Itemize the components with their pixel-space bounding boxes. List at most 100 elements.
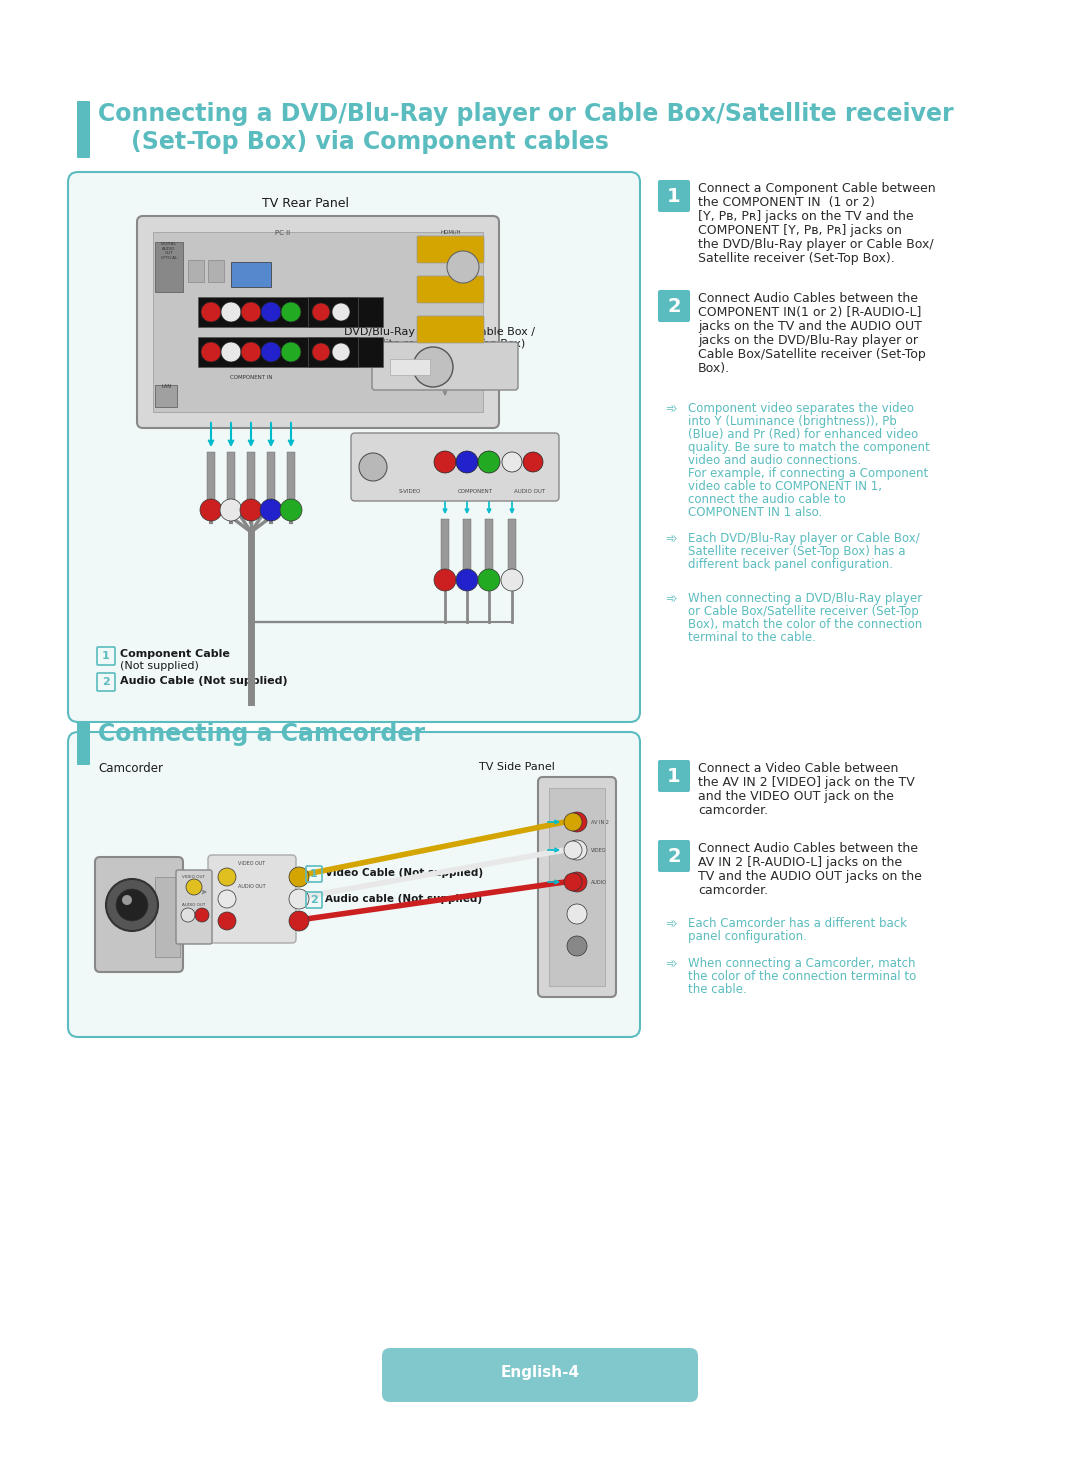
Circle shape [218, 911, 237, 931]
Text: 1: 1 [667, 766, 680, 785]
Text: (Not supplied): (Not supplied) [120, 661, 199, 671]
Text: jacks on the TV and the AUDIO OUT: jacks on the TV and the AUDIO OUT [698, 320, 922, 333]
Circle shape [523, 452, 543, 471]
Text: the COMPONENT IN  (1 or 2): the COMPONENT IN (1 or 2) [698, 196, 875, 209]
Text: ➾: ➾ [665, 402, 677, 416]
Text: into Y (Luminance (brightness)), Pb: into Y (Luminance (brightness)), Pb [688, 415, 896, 428]
Text: AUDIO OUT: AUDIO OUT [514, 489, 545, 494]
FancyBboxPatch shape [68, 732, 640, 1037]
Circle shape [312, 342, 330, 362]
Text: 2: 2 [103, 677, 110, 688]
FancyBboxPatch shape [351, 433, 559, 501]
FancyBboxPatch shape [658, 840, 690, 871]
Text: Connect Audio Cables between the: Connect Audio Cables between the [698, 292, 918, 305]
Circle shape [241, 342, 261, 362]
FancyArrowPatch shape [487, 502, 490, 513]
Bar [390, 359, 430, 375]
FancyBboxPatch shape [95, 857, 183, 972]
Text: Connect a Video Cable between: Connect a Video Cable between [698, 762, 899, 775]
FancyArrowPatch shape [208, 422, 213, 445]
Text: Connect Audio Cables between the: Connect Audio Cables between the [698, 842, 918, 855]
Text: S-VIDEO: S-VIDEO [399, 489, 421, 494]
FancyBboxPatch shape [372, 342, 518, 390]
Bar [207, 452, 215, 502]
FancyBboxPatch shape [417, 276, 484, 302]
Text: VIDEO OUT: VIDEO OUT [183, 874, 205, 879]
Circle shape [260, 499, 282, 522]
Circle shape [218, 868, 237, 886]
Text: TV Rear Panel: TV Rear Panel [261, 197, 349, 210]
Circle shape [261, 302, 281, 322]
Circle shape [567, 812, 588, 831]
Text: VIDEO: VIDEO [591, 848, 607, 852]
Text: For example, if connecting a Component: For example, if connecting a Component [688, 467, 928, 480]
FancyArrowPatch shape [511, 502, 514, 513]
FancyBboxPatch shape [77, 101, 90, 159]
Circle shape [564, 873, 582, 891]
Text: 1: 1 [310, 868, 318, 879]
Text: Audio Cable (Not supplied): Audio Cable (Not supplied) [120, 676, 287, 686]
Circle shape [289, 889, 309, 908]
FancyBboxPatch shape [382, 1349, 698, 1402]
Text: AUDIO OUT: AUDIO OUT [183, 903, 205, 907]
Text: terminal to the cable.: terminal to the cable. [688, 631, 815, 645]
FancyArrowPatch shape [288, 422, 294, 445]
Circle shape [221, 302, 241, 322]
Circle shape [261, 342, 281, 362]
Text: 2: 2 [310, 895, 318, 906]
Text: or Cable Box/Satellite receiver (Set-Top: or Cable Box/Satellite receiver (Set-Top [688, 605, 919, 618]
FancyBboxPatch shape [137, 216, 499, 428]
Bar [287, 452, 295, 502]
Text: camcorder.: camcorder. [698, 883, 768, 897]
Text: Connecting a Camcorder: Connecting a Camcorder [98, 722, 426, 745]
Text: Each Camcorder has a different back: Each Camcorder has a different back [688, 917, 907, 931]
Text: COMPONENT IN 1 also.: COMPONENT IN 1 also. [688, 505, 822, 519]
Text: TV Side Panel: TV Side Panel [480, 762, 555, 772]
FancyBboxPatch shape [538, 777, 616, 997]
Text: Audio cable (Not supplied): Audio cable (Not supplied) [325, 894, 482, 904]
Circle shape [501, 569, 523, 591]
Circle shape [220, 499, 242, 522]
Text: LAN: LAN [161, 384, 171, 388]
Text: Satellite receiver (Set-Top Box): Satellite receiver (Set-Top Box) [354, 339, 526, 348]
Circle shape [332, 302, 350, 322]
Circle shape [200, 499, 222, 522]
Bar [441, 519, 449, 572]
Text: 2: 2 [667, 296, 680, 316]
FancyBboxPatch shape [658, 290, 690, 322]
Text: Satellite receiver (Set-Top Box) has a: Satellite receiver (Set-Top Box) has a [688, 545, 905, 559]
FancyBboxPatch shape [77, 722, 90, 765]
Text: COMPONENT [Y, Pʙ, Pʀ] jacks on: COMPONENT [Y, Pʙ, Pʀ] jacks on [698, 224, 902, 237]
Text: COMPONENT: COMPONENT [458, 489, 492, 494]
Text: and the VIDEO OUT jack on the: and the VIDEO OUT jack on the [698, 790, 894, 803]
Circle shape [567, 871, 588, 892]
Bar [153, 233, 483, 412]
Text: connect the audio cable to: connect the audio cable to [688, 494, 846, 505]
Circle shape [122, 895, 132, 906]
Circle shape [447, 250, 480, 283]
FancyBboxPatch shape [417, 316, 484, 342]
Text: TV and the AUDIO OUT jacks on the: TV and the AUDIO OUT jacks on the [698, 870, 922, 883]
Text: Box).: Box). [698, 362, 730, 375]
FancyBboxPatch shape [68, 172, 640, 722]
Circle shape [478, 451, 500, 473]
Circle shape [502, 452, 522, 471]
Circle shape [201, 342, 221, 362]
Circle shape [567, 840, 588, 860]
Text: (Blue) and Pr (Red) for enhanced video: (Blue) and Pr (Red) for enhanced video [688, 428, 918, 442]
Text: jacks on the DVD/Blu-Ray player or: jacks on the DVD/Blu-Ray player or [698, 333, 918, 347]
FancyArrowPatch shape [443, 502, 447, 513]
Text: video and audio connections.: video and audio connections. [688, 453, 861, 467]
FancyBboxPatch shape [658, 760, 690, 791]
Bar [508, 519, 516, 572]
Text: Cable Box/Satellite receiver (Set-Top: Cable Box/Satellite receiver (Set-Top [698, 348, 926, 362]
Text: When connecting a Camcorder, match: When connecting a Camcorder, match [688, 957, 916, 971]
Text: Each DVD/Blu-Ray player or Cable Box/: Each DVD/Blu-Ray player or Cable Box/ [688, 532, 920, 545]
FancyArrowPatch shape [443, 390, 447, 394]
FancyArrowPatch shape [548, 848, 558, 852]
Circle shape [434, 451, 456, 473]
Text: (Set-Top Box) via Component cables: (Set-Top Box) via Component cables [98, 130, 609, 154]
Text: camcorder.: camcorder. [698, 805, 768, 817]
Circle shape [567, 937, 588, 956]
Bar [156, 877, 180, 957]
